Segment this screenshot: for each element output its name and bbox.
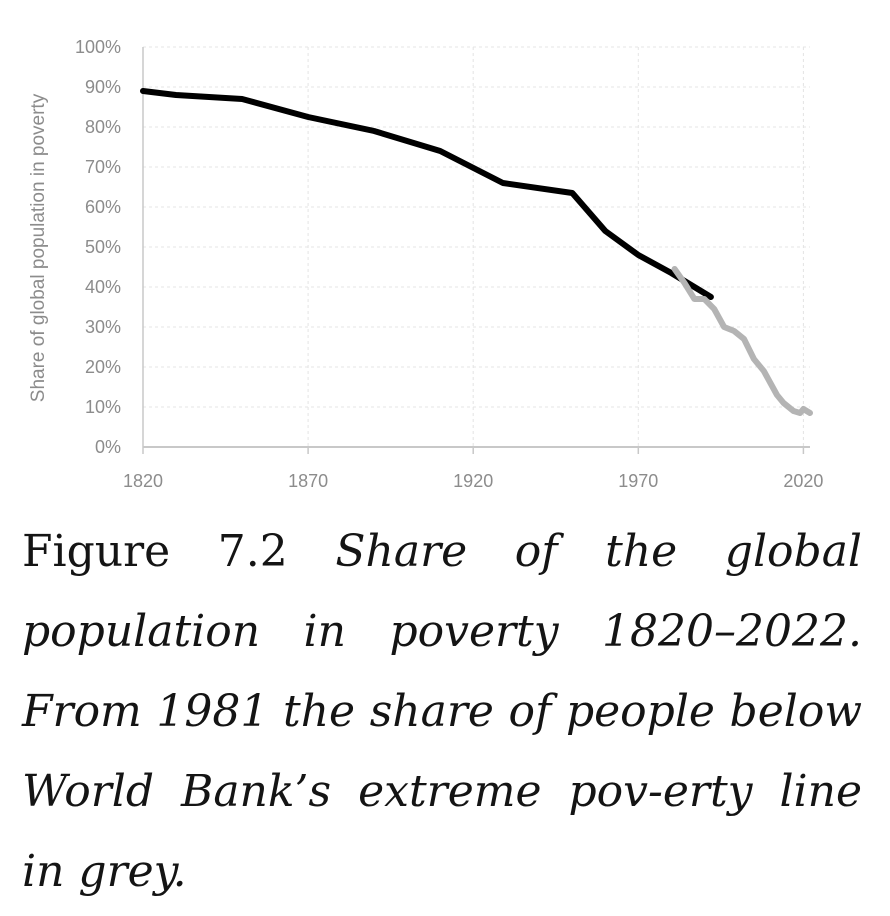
y-tick-label: 50% [85,237,121,257]
y-tick-label: 70% [85,157,121,177]
data-point [669,271,673,275]
caption-label: Figure 7.2 [22,526,336,577]
y-tick-label: 10% [85,397,121,417]
y-tick-label: 20% [85,357,121,377]
data-point [742,337,746,341]
data-series [140,88,813,416]
x-tick-label: 1870 [288,471,328,491]
data-point [775,393,779,397]
figure-caption: Figure 7.2 Share of the global populatio… [22,512,862,912]
data-point [174,93,178,97]
series-line-1 [140,88,714,300]
data-point [570,191,574,195]
y-tick-labels: 0% 10% 20% 30% 40% 50% 60% 70% 80% 90% 100% [75,37,121,457]
data-point [240,97,244,101]
data-point [762,369,766,373]
data-point [501,181,505,185]
y-tick-label: 30% [85,317,121,337]
data-point [798,411,802,415]
poverty-chart: 0%10%20%30%40%50%60%70%80%90%100% 1820 18… [28,37,823,491]
x-tick-labels: 1820 1870 1920 1970 2020 [123,471,823,491]
x-tick-label: 1920 [453,471,493,491]
data-point [438,149,442,153]
data-point [636,253,640,257]
x-tick-label: 2020 [783,471,823,491]
data-point [768,381,772,385]
data-point [692,297,696,301]
grid-lines [142,46,810,447]
x-tick-label: 1970 [618,471,658,491]
data-point [673,267,677,271]
data-point [709,295,713,299]
y-tick-label: 100% [75,37,121,57]
data-point [808,411,812,415]
y-tick-label: 40% [85,277,121,297]
y-tick-label: 90% [85,77,121,97]
data-point [306,115,310,119]
data-point [712,307,716,311]
data-point [702,297,706,301]
data-point [732,329,736,333]
y-tick-label: 0% [95,437,121,457]
y-tick-label: 80% [85,117,121,137]
axes [142,47,810,454]
data-point [603,229,607,233]
x-tick-label: 1820 [123,471,163,491]
data-point [801,407,805,411]
data-point [782,401,786,405]
data-point [752,357,756,361]
data-point [722,325,726,329]
y-axis-label: Share of global population in poverty [28,93,49,402]
data-point [141,89,145,93]
data-point [791,409,795,413]
y-tick-label: 60% [85,197,121,217]
caption-text: Share of the global population in povert… [22,526,863,897]
data-point [372,129,376,133]
data-point [683,281,687,285]
